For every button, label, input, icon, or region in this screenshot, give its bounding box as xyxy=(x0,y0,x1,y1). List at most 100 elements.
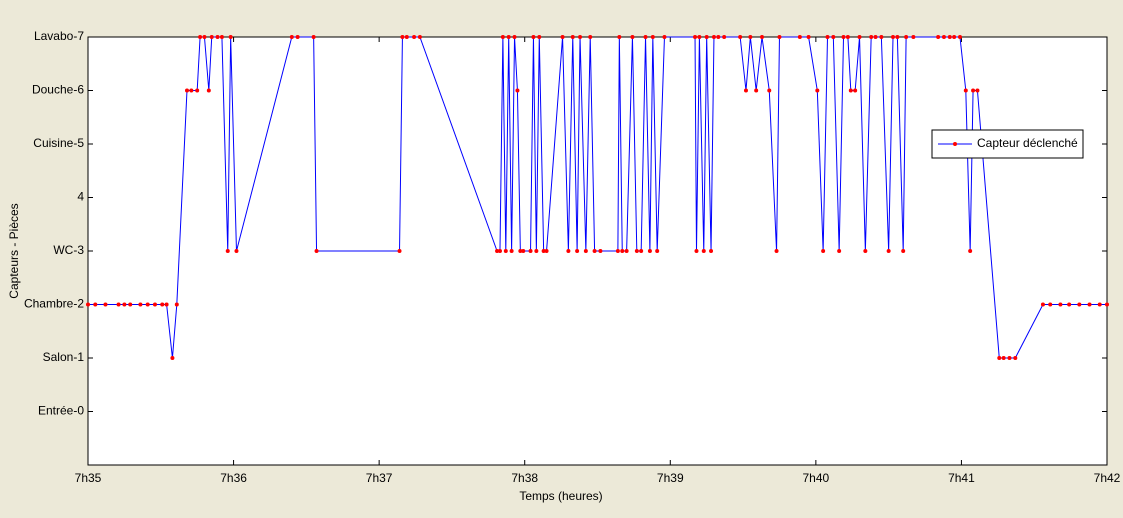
data-point xyxy=(544,249,549,253)
data-point xyxy=(512,35,517,39)
data-point xyxy=(848,88,853,93)
y-axis-label: Capteurs - Pièces xyxy=(7,203,21,298)
data-point xyxy=(630,35,635,39)
data-point xyxy=(503,249,508,253)
data-point xyxy=(184,88,189,93)
data-point xyxy=(857,35,862,39)
data-point xyxy=(122,302,127,307)
data-point xyxy=(634,249,639,253)
data-point xyxy=(911,35,916,39)
data-point xyxy=(219,35,224,39)
data-point xyxy=(170,356,175,360)
data-point xyxy=(639,249,644,253)
data-point xyxy=(289,35,294,39)
data-point xyxy=(1040,302,1045,307)
data-point xyxy=(620,249,625,253)
data-point xyxy=(1013,356,1018,360)
data-point xyxy=(1058,302,1063,307)
data-point xyxy=(541,249,546,253)
y-tick-label: Entrée-0 xyxy=(38,404,84,418)
data-point xyxy=(643,35,648,39)
x-tick-label: 7h38 xyxy=(511,471,538,485)
data-point xyxy=(1077,302,1082,307)
data-point xyxy=(515,88,520,93)
data-point xyxy=(754,88,759,93)
data-point xyxy=(500,35,505,39)
data-point xyxy=(936,35,941,39)
y-tick-label: WC-3 xyxy=(53,243,84,257)
data-point xyxy=(528,249,533,253)
data-point xyxy=(941,35,946,39)
data-point xyxy=(759,35,764,39)
data-point xyxy=(617,35,622,39)
data-point xyxy=(583,249,588,253)
x-tick-label: 7h41 xyxy=(948,471,975,485)
data-point xyxy=(397,249,402,253)
data-point xyxy=(697,35,702,39)
data-point xyxy=(531,35,536,39)
data-point xyxy=(93,302,98,307)
data-point xyxy=(748,35,753,39)
data-point xyxy=(195,88,200,93)
data-point xyxy=(509,249,514,253)
data-point xyxy=(404,35,409,39)
data-point xyxy=(578,35,583,39)
data-point xyxy=(534,249,539,253)
y-tick-label: Salon-1 xyxy=(43,350,85,364)
data-point xyxy=(825,35,830,39)
data-point xyxy=(767,88,772,93)
data-point xyxy=(997,356,1002,360)
data-point xyxy=(662,35,667,39)
data-point xyxy=(845,35,850,39)
data-point xyxy=(797,35,802,39)
data-point xyxy=(975,88,980,93)
data-point xyxy=(853,88,858,93)
data-point xyxy=(1105,302,1109,307)
data-point xyxy=(1001,356,1006,360)
data-point xyxy=(873,35,878,39)
data-point xyxy=(86,302,90,307)
data-point xyxy=(694,249,699,253)
x-tick-label: 7h36 xyxy=(220,471,247,485)
data-point xyxy=(904,35,909,39)
data-point xyxy=(806,35,811,39)
data-point xyxy=(588,35,593,39)
data-point xyxy=(417,35,422,39)
data-point xyxy=(743,88,748,93)
data-point xyxy=(215,35,220,39)
data-point xyxy=(947,35,952,39)
data-point xyxy=(189,88,194,93)
data-point xyxy=(506,35,511,39)
data-point xyxy=(560,35,565,39)
data-point xyxy=(963,88,968,93)
data-point xyxy=(145,302,150,307)
data-point xyxy=(116,302,121,307)
data-point xyxy=(521,249,526,253)
data-point xyxy=(895,35,900,39)
x-tick-label: 7h35 xyxy=(75,471,102,485)
data-point xyxy=(837,249,842,253)
data-point xyxy=(103,302,108,307)
data-point xyxy=(575,249,580,253)
data-point xyxy=(1048,302,1053,307)
data-point xyxy=(400,35,405,39)
x-tick-label: 7h40 xyxy=(803,471,830,485)
data-point xyxy=(711,35,716,39)
legend-marker xyxy=(953,142,957,146)
data-point xyxy=(412,35,417,39)
data-point xyxy=(592,249,597,253)
data-point xyxy=(968,249,973,253)
x-tick-label: 7h42 xyxy=(1094,471,1121,485)
data-point xyxy=(209,35,214,39)
data-point xyxy=(716,35,721,39)
data-point xyxy=(957,35,962,39)
data-point xyxy=(774,249,779,253)
data-point xyxy=(497,249,502,253)
data-point xyxy=(518,249,523,253)
data-point xyxy=(704,35,709,39)
data-point xyxy=(198,35,203,39)
y-tick-label: Lavabo-7 xyxy=(34,29,84,43)
data-point xyxy=(295,35,300,39)
y-tick-label: Douche-6 xyxy=(32,83,84,97)
data-point xyxy=(650,35,655,39)
